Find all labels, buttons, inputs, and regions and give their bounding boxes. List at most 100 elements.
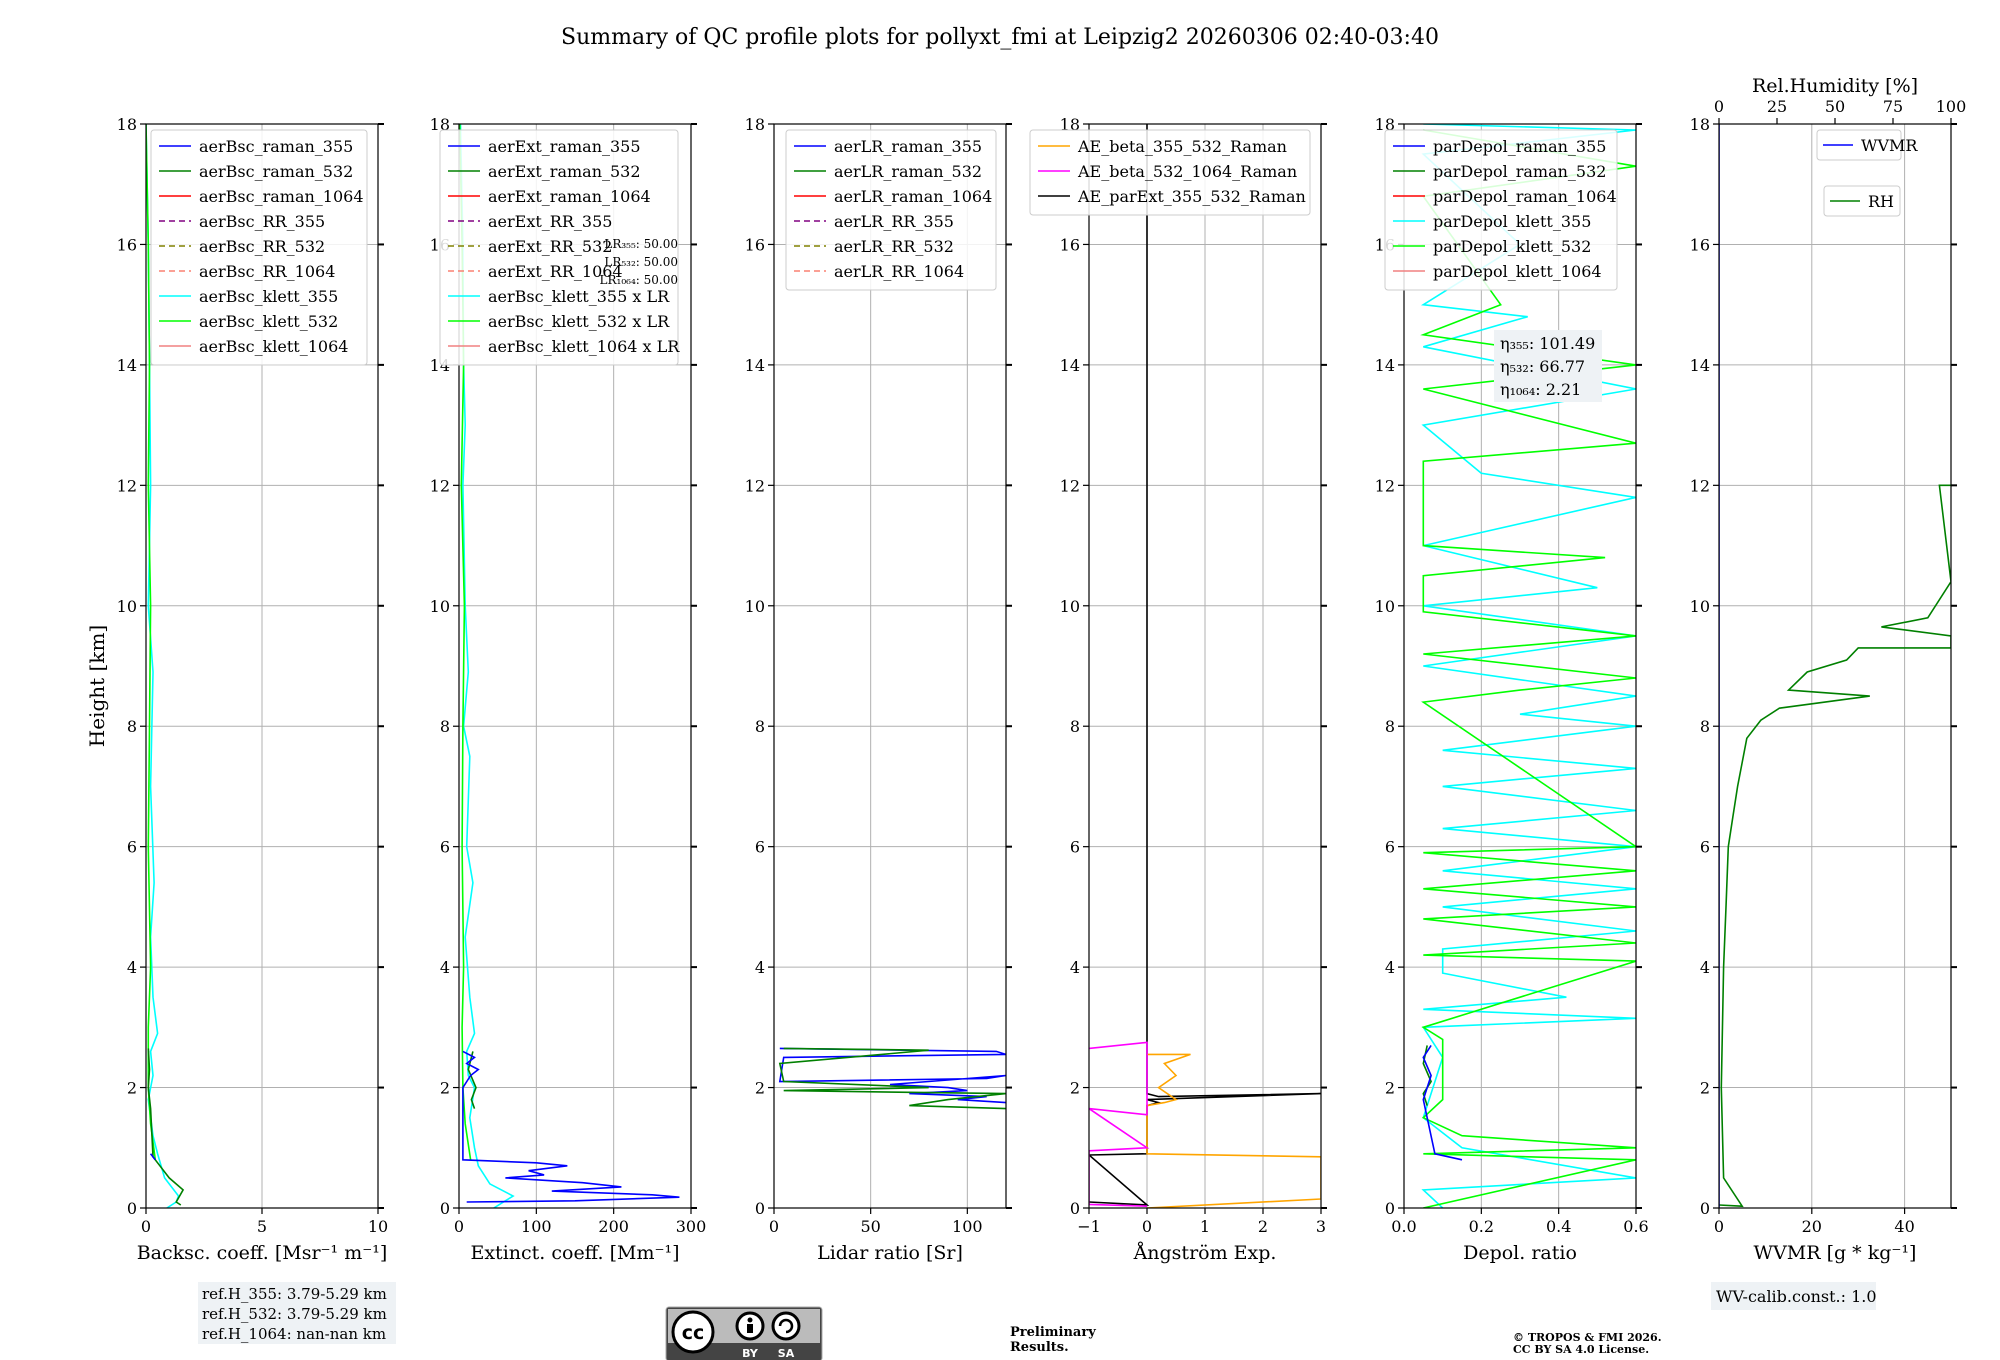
lr-label: LR₃₅₅: 50.00	[604, 237, 678, 251]
y-tick-label: 0	[1700, 1199, 1710, 1218]
legend-label: aerBsc_klett_355	[199, 287, 338, 306]
y-tick-label: 6	[440, 838, 450, 857]
y-tick-label: 14	[745, 356, 765, 375]
series-aerBsc_klett_355	[146, 124, 180, 1208]
x-tick-label: 0	[1142, 1217, 1152, 1236]
top-x-tick-label: 100	[1936, 97, 1967, 116]
y-tick-label: 18	[1690, 115, 1710, 134]
y-tick-label: 6	[1385, 838, 1395, 857]
x-tick-label: 20	[1802, 1217, 1822, 1236]
x-axis-label: WVMR [g * kg⁻¹]	[1754, 1242, 1917, 1264]
series-AE_beta_532_1064_Raman	[1089, 1041, 1150, 1207]
top-x-tick-label: 0	[1714, 97, 1724, 116]
x-tick-label: 100	[952, 1217, 983, 1236]
x-tick-label: 0	[454, 1217, 464, 1236]
by-label: BY	[742, 1347, 759, 1360]
y-tick-label: 10	[745, 597, 765, 616]
legend-label: AE_beta_355_532_Raman	[1077, 137, 1287, 156]
series-aerLR_raman_355	[778, 1047, 1006, 1104]
legend: parDepol_raman_355 parDepol_raman_532 parD…	[1384, 129, 1618, 291]
legend: AE_beta_355_532_Raman AE_beta_532_1064_Ra…	[1029, 129, 1311, 216]
preliminary-line2: Results.	[1010, 1340, 1069, 1355]
y-tick-label: 8	[440, 717, 450, 736]
y-tick-label: 18	[1060, 115, 1080, 134]
top-x-tick-label: 75	[1883, 97, 1903, 116]
y-tick-label: 8	[755, 717, 765, 736]
y-tick-label: 0	[127, 1199, 137, 1218]
y-tick-label: 12	[1690, 476, 1710, 495]
y-tick-label: 6	[1070, 838, 1080, 857]
y-tick-label: 2	[1700, 1079, 1710, 1098]
legend-box	[1029, 129, 1311, 216]
legend-label: aerBsc_klett_532	[199, 312, 338, 331]
y-tick-label: 18	[745, 115, 765, 134]
y-tick-label: 16	[1060, 235, 1080, 254]
y-tick-label: 6	[755, 838, 765, 857]
legend-label: aerBsc_klett_355 x LR	[488, 287, 670, 306]
legend-label: WVMR	[1861, 136, 1918, 155]
y-tick-label: 14	[1060, 356, 1080, 375]
legend-label: aerExt_raman_355	[488, 137, 641, 156]
ref-height-355: ref.H_355: 3.79-5.29 km	[202, 1285, 387, 1303]
eta-label: η₁₀₆₄: 2.21	[1500, 380, 1581, 399]
x-tick-label: 10	[368, 1217, 388, 1236]
y-tick-label: 2	[755, 1079, 765, 1098]
y-tick-label: 0	[440, 1199, 450, 1218]
copyright-line2: CC BY SA 4.0 License.	[1513, 1343, 1649, 1356]
y-tick-label: 18	[117, 115, 137, 134]
y-tick-label: 6	[1700, 838, 1710, 857]
y-tick-label: 8	[1385, 717, 1395, 736]
legend-label: AE_beta_532_1064_Raman	[1077, 162, 1297, 181]
legend-label: parDepol_klett_532	[1433, 237, 1591, 256]
y-tick-label: 4	[1385, 958, 1395, 977]
legend-label: aerBsc_RR_532	[199, 237, 325, 256]
legend-label: aerLR_RR_1064	[834, 262, 964, 281]
y-tick-label: 14	[117, 356, 137, 375]
axes-frame	[458, 123, 692, 1209]
y-tick-label: 10	[430, 597, 450, 616]
axes-frame	[1718, 123, 1952, 1209]
y-tick-label: 16	[117, 235, 137, 254]
wv-calib-box: WV-calib.const.: 1.0	[1711, 1282, 1877, 1310]
y-tick-label: 2	[127, 1079, 137, 1098]
x-tick-label: 0	[141, 1217, 151, 1236]
y-axis-label: Height [km]	[85, 625, 109, 747]
legend-box	[1823, 185, 1901, 217]
legend-label: aerBsc_klett_1064	[199, 337, 348, 356]
axes-frame	[773, 123, 1007, 1209]
y-tick-label: 4	[755, 958, 765, 977]
x-tick-label: 0.2	[1469, 1217, 1494, 1236]
ref-height-532: ref.H_532: 3.79-5.29 km	[202, 1305, 387, 1323]
y-tick-label: 2	[1070, 1079, 1080, 1098]
top-x-tick-label: 50	[1825, 97, 1845, 116]
x-tick-label: 0	[1714, 1217, 1724, 1236]
y-tick-label: 16	[745, 235, 765, 254]
x-tick-label: 40	[1894, 1217, 1914, 1236]
y-tick-label: 4	[440, 958, 450, 977]
y-tick-label: 18	[1375, 115, 1395, 134]
legend-label: aerBsc_klett_532 x LR	[488, 312, 670, 331]
y-tick-label: 14	[1375, 356, 1395, 375]
x-tick-label: 300	[676, 1217, 707, 1236]
y-tick-label: 18	[430, 115, 450, 134]
x-tick-label: 0.6	[1623, 1217, 1648, 1236]
panel-ext: 0246810121416180100200300Extinct. coeff.…	[430, 115, 707, 1264]
y-tick-label: 10	[1060, 597, 1080, 616]
x-tick-label: 50	[860, 1217, 880, 1236]
cc-icon	[671, 1310, 715, 1354]
series-group	[1719, 124, 1951, 1208]
y-tick-label: 4	[127, 958, 137, 977]
wv-calib-label: WV-calib.const.: 1.0	[1716, 1287, 1877, 1306]
legend-label: aerBsc_raman_532	[199, 162, 353, 181]
y-tick-label: 0	[1385, 1199, 1395, 1218]
cc-license-badge: cc BY SA	[665, 1306, 823, 1360]
lr-label: LR₁₀₆₄: 50.00	[600, 273, 678, 287]
x-axis-label: Lidar ratio [Sr]	[817, 1242, 963, 1264]
y-tick-label: 10	[1690, 597, 1710, 616]
legend-label: aerExt_raman_1064	[488, 187, 651, 206]
legend: aerBsc_raman_355 aerBsc_raman_532 aerBsc_r…	[150, 129, 368, 366]
y-tick-label: 10	[1375, 597, 1395, 616]
